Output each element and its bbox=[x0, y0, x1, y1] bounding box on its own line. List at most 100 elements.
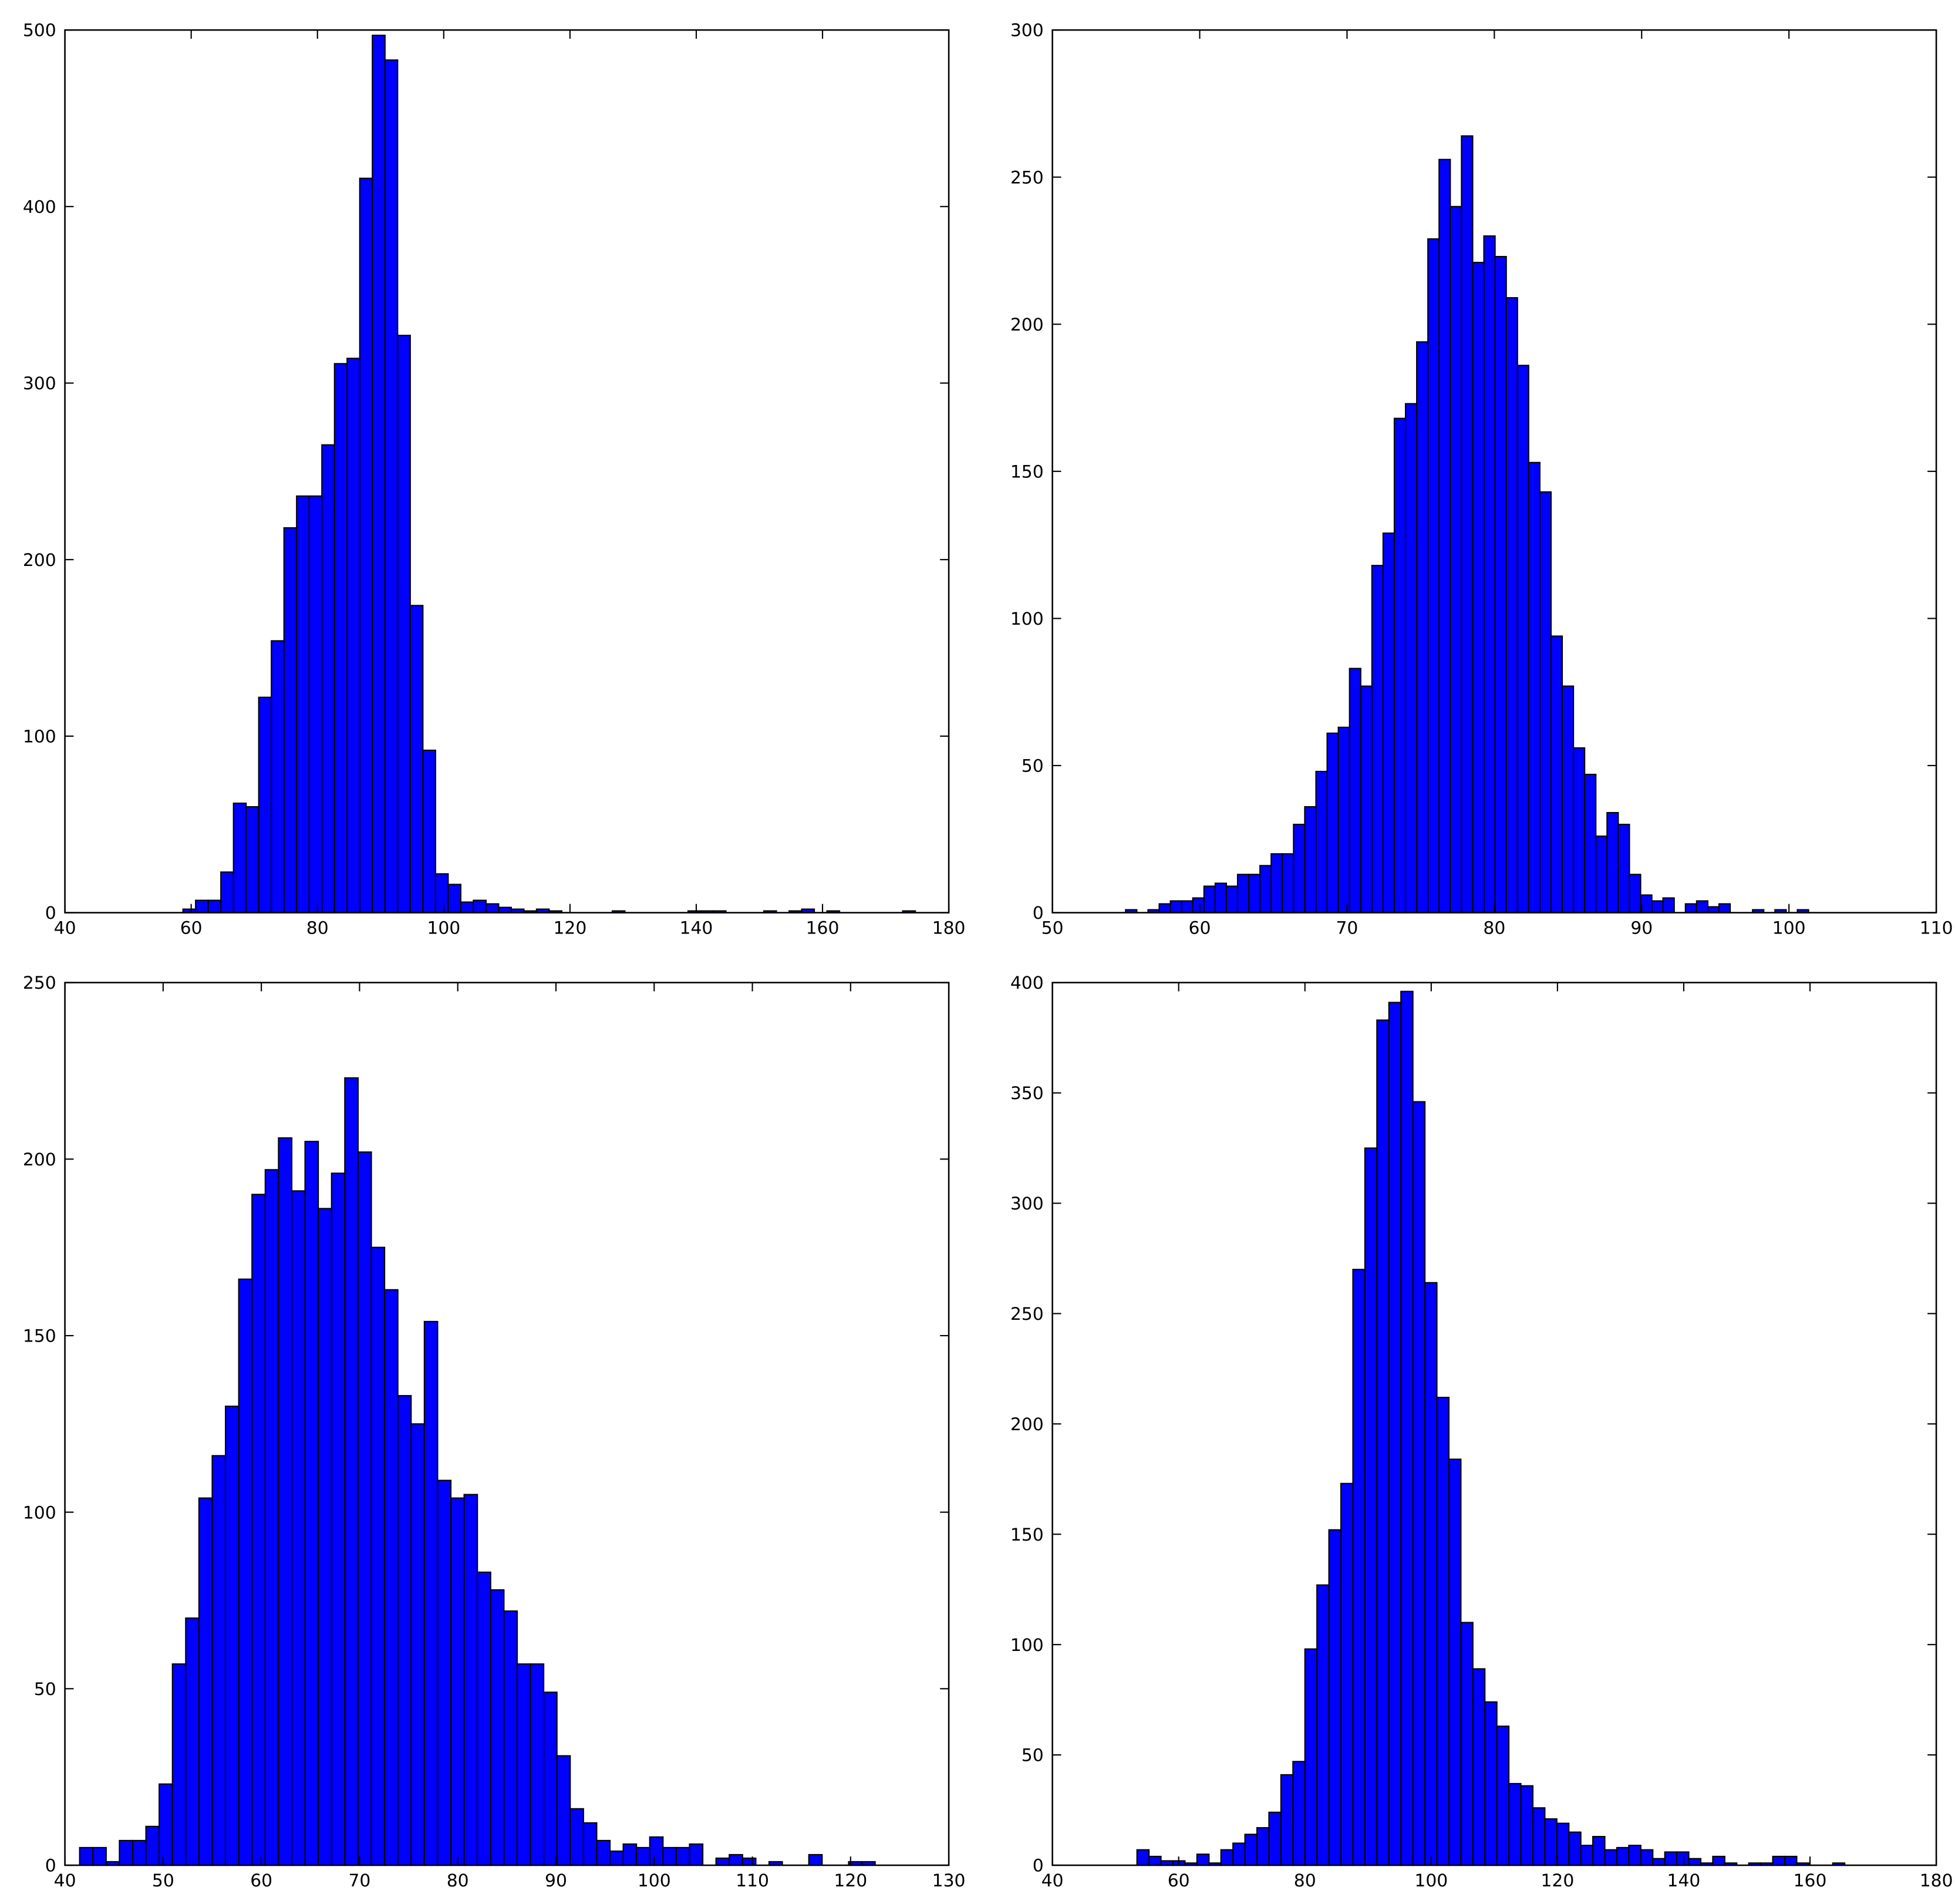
bar bbox=[397, 335, 411, 914]
bar bbox=[1528, 461, 1541, 914]
bar bbox=[1688, 1858, 1702, 1866]
x-tick-label: 70 bbox=[1336, 918, 1358, 939]
x-tick-label: 100 bbox=[1772, 918, 1806, 939]
bar bbox=[1460, 1622, 1474, 1866]
bar bbox=[1293, 824, 1306, 914]
bar bbox=[1652, 1858, 1666, 1866]
bar bbox=[543, 1691, 558, 1866]
bar bbox=[1304, 1648, 1318, 1866]
bar bbox=[333, 363, 348, 914]
y-tick-label: 250 bbox=[1010, 1304, 1044, 1325]
y-tick-label: 350 bbox=[1010, 1083, 1044, 1104]
bar bbox=[1696, 900, 1708, 914]
bar bbox=[741, 1857, 757, 1866]
bar bbox=[1568, 1831, 1582, 1866]
bar bbox=[296, 495, 310, 914]
bar bbox=[1544, 1818, 1558, 1866]
bar bbox=[211, 1455, 227, 1866]
y-tick-label: 150 bbox=[1010, 1525, 1044, 1545]
bar bbox=[490, 1589, 505, 1866]
bar bbox=[1550, 635, 1563, 914]
bar bbox=[1181, 900, 1194, 914]
bar bbox=[447, 884, 461, 914]
bar bbox=[1225, 885, 1239, 914]
bar bbox=[132, 1839, 147, 1866]
bar bbox=[1136, 1849, 1150, 1866]
y-tick-label: 150 bbox=[23, 1326, 56, 1347]
bar bbox=[1539, 491, 1552, 914]
x-tick-label: 180 bbox=[932, 918, 966, 939]
bar bbox=[1203, 885, 1216, 914]
bar bbox=[1604, 1849, 1618, 1866]
x-tick-label: 110 bbox=[736, 1871, 769, 1891]
bar bbox=[1424, 1282, 1438, 1866]
bar bbox=[1352, 1269, 1366, 1866]
bar bbox=[437, 1480, 452, 1866]
bar bbox=[278, 1137, 293, 1866]
y-tick-label: 200 bbox=[1010, 1414, 1044, 1435]
y-tick-label: 400 bbox=[23, 197, 56, 217]
x-tick-label: 80 bbox=[1483, 918, 1505, 939]
x-tick-label: 160 bbox=[1794, 1871, 1827, 1891]
y-tick-label: 250 bbox=[23, 973, 56, 993]
bar bbox=[145, 1825, 160, 1866]
bar bbox=[409, 605, 424, 914]
bar bbox=[1472, 1668, 1486, 1866]
x-tick-label: 120 bbox=[834, 1871, 867, 1891]
bar bbox=[1772, 1855, 1786, 1866]
bar bbox=[1268, 1811, 1282, 1866]
bar bbox=[264, 1169, 279, 1866]
bar bbox=[1651, 900, 1664, 914]
y-tick-label: 0 bbox=[1033, 903, 1044, 924]
bar bbox=[503, 1610, 518, 1866]
x-tick-label: 180 bbox=[1920, 1871, 1953, 1891]
bar bbox=[1662, 897, 1675, 914]
bar bbox=[463, 1494, 478, 1866]
bar bbox=[1718, 903, 1731, 914]
bar bbox=[397, 1395, 412, 1866]
bar bbox=[1256, 1827, 1270, 1866]
bar bbox=[582, 1822, 598, 1866]
bar bbox=[729, 1854, 743, 1866]
bar bbox=[304, 1141, 319, 1866]
subplot: 40 60 80 100 120 140 160 180 0 100 200 300 400 500 bbox=[23, 21, 966, 939]
bar bbox=[1584, 773, 1597, 914]
y-tick-label: 400 bbox=[1010, 973, 1044, 993]
bar bbox=[675, 1846, 690, 1866]
bar bbox=[331, 1172, 346, 1866]
bar bbox=[1282, 853, 1295, 914]
bar bbox=[359, 177, 373, 914]
bar bbox=[291, 1190, 306, 1866]
bar bbox=[1270, 853, 1283, 914]
bar bbox=[636, 1846, 650, 1866]
bar bbox=[662, 1846, 677, 1866]
bar bbox=[1684, 903, 1697, 914]
bar bbox=[1236, 874, 1250, 914]
x-tick-label: 100 bbox=[427, 918, 460, 939]
bar bbox=[1315, 770, 1328, 914]
bar bbox=[1496, 1726, 1510, 1866]
bar bbox=[1371, 565, 1384, 914]
bar bbox=[1561, 685, 1575, 914]
bar bbox=[1592, 1836, 1606, 1866]
x-tick-label: 120 bbox=[1541, 1871, 1574, 1891]
bar bbox=[1508, 1782, 1522, 1866]
bar bbox=[1148, 1855, 1162, 1866]
bar bbox=[516, 1663, 531, 1866]
bar bbox=[569, 1808, 584, 1866]
bar bbox=[1617, 824, 1630, 914]
bar bbox=[477, 1571, 491, 1866]
bar bbox=[460, 901, 474, 914]
bar bbox=[1484, 1701, 1498, 1866]
bar bbox=[1376, 1019, 1390, 1866]
bar bbox=[308, 495, 323, 914]
bar bbox=[450, 1497, 465, 1866]
bar bbox=[321, 444, 335, 914]
bar bbox=[258, 696, 272, 914]
bar bbox=[1438, 159, 1451, 914]
bar bbox=[1304, 806, 1317, 914]
y-tick-label: 200 bbox=[23, 550, 56, 571]
bar bbox=[1259, 865, 1272, 914]
